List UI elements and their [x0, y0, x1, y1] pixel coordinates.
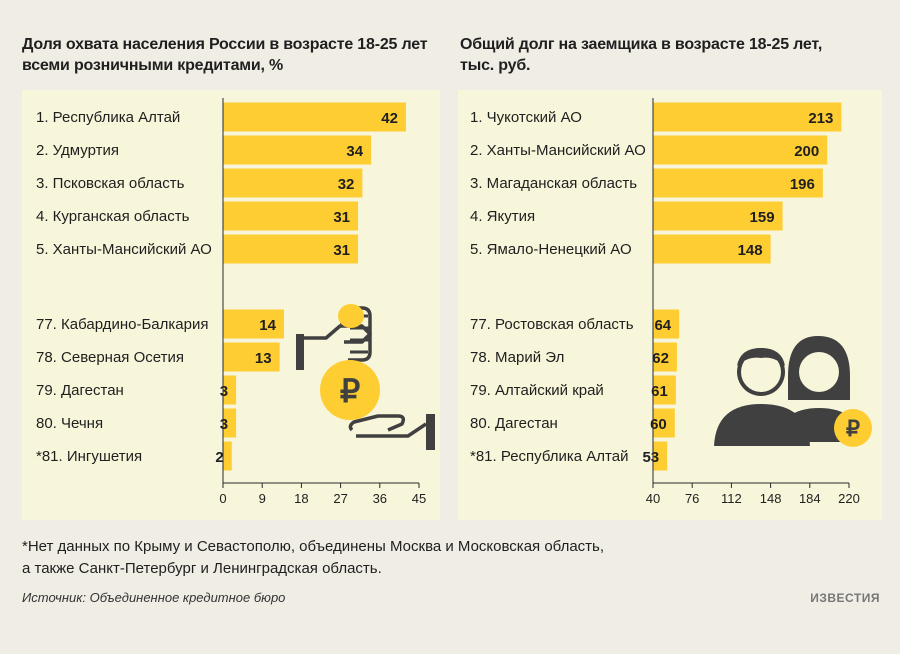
x-tick-label-5: 220: [838, 491, 860, 506]
bar-3: [223, 168, 363, 198]
bar-6: [653, 309, 680, 339]
bar-9: [653, 408, 675, 438]
bar-5: [653, 234, 771, 264]
x-tick-label-3: 27: [333, 491, 347, 506]
left-title-line-2: всеми розничными кредитами, %: [22, 57, 284, 74]
value-label-6: 14: [259, 317, 276, 334]
left-chart-title: Доля охвата населения России в возрасте …: [22, 34, 442, 76]
svg-text:₽: ₽: [340, 373, 360, 409]
bar-9: [223, 408, 237, 438]
bar-8: [653, 375, 676, 405]
category-label-10: *81. Ингушетия: [36, 448, 142, 465]
category-label-2: 2. Ханты-Мансийский АО: [470, 142, 646, 159]
x-tick-label-2: 112: [721, 491, 742, 506]
bar-6: [223, 309, 284, 339]
value-label-10: 53: [642, 449, 659, 466]
source-note: Источник: Объединенное кредитное бюро: [22, 590, 286, 605]
x-tick-label-4: 36: [373, 491, 387, 506]
category-label-3: 3. Магаданская область: [470, 175, 637, 192]
value-label-2: 34: [346, 143, 363, 160]
category-label-8: 79. Алтайский край: [470, 382, 604, 399]
value-label-3: 32: [338, 176, 355, 193]
value-label-5: 148: [738, 242, 763, 259]
x-tick-label-1: 9: [259, 491, 266, 506]
x-tick-label-0: 0: [219, 491, 226, 506]
category-label-9: 80. Чечня: [36, 415, 103, 432]
value-label-10: 2: [215, 449, 223, 466]
category-label-7: 78. Марий Эл: [470, 349, 564, 366]
footnote-line-2: а также Санкт-Петербург и Ленинградская …: [22, 560, 382, 577]
value-label-7: 13: [255, 350, 272, 367]
left-title-line-1: Доля охвата населения России в возрасте …: [22, 36, 428, 53]
category-label-4: 4. Курганская область: [36, 208, 190, 225]
footnote-line-1: *Нет данных по Крыму и Севастополю, объе…: [22, 538, 605, 555]
bar-7: [223, 342, 280, 372]
svg-text:₽: ₽: [846, 416, 860, 441]
bar-10: [223, 441, 232, 471]
x-tick-label-3: 148: [760, 491, 782, 506]
category-label-5: 5. Ханты-Мансийский АО: [36, 241, 212, 258]
right-chart-panel: ₽ 1. Чукотский АО 213 2. Ханты-Мансийский …: [458, 90, 882, 520]
left-bar-chart: ₽ 1. Республика Алтай 42 2. Удмуртия 34 3. П…: [36, 98, 435, 506]
brand-logo: ИЗВЕСТИЯ: [810, 591, 880, 605]
value-label-9: 60: [650, 416, 667, 433]
value-label-4: 31: [333, 209, 350, 226]
hand-coin-icon: ₽: [296, 304, 435, 450]
category-label-1: 1. Чукотский АО: [470, 109, 582, 126]
x-tick-label-1: 76: [685, 491, 699, 506]
category-label-7: 78. Северная Осетия: [36, 349, 184, 366]
value-label-8: 3: [220, 383, 228, 400]
value-label-1: 42: [381, 110, 398, 127]
bar-2: [223, 135, 372, 165]
young-borrowers-icon: ₽: [714, 336, 872, 447]
bars-group-0: 1. Республика Алтай 42 2. Удмуртия 34 3. Пск…: [36, 102, 406, 471]
right-title-line-2: тыс. руб.: [460, 57, 531, 74]
value-label-5: 31: [333, 242, 350, 259]
x-tick-label-2: 18: [294, 491, 308, 506]
bar-7: [653, 342, 677, 372]
right-title-line-1: Общий долг на заемщика в возрасте 18-25 …: [460, 36, 823, 53]
category-label-8: 79. Дагестан: [36, 382, 124, 399]
x-tick-label-0: 40: [646, 491, 660, 506]
bar-2: [653, 135, 828, 165]
x-tick-label-4: 184: [799, 491, 821, 506]
category-label-6: 77. Кабардино-Балкария: [36, 316, 208, 333]
right-bar-chart: ₽ 1. Чукотский АО 213 2. Ханты-Мансийский …: [470, 98, 872, 506]
bar-5: [223, 234, 359, 264]
bar-1: [653, 102, 842, 132]
bars-group-1: 1. Чукотский АО 213 2. Ханты-Мансийский АО…: [470, 102, 842, 471]
category-label-10: *81. Республика Алтай: [470, 448, 628, 465]
bar-4: [653, 201, 783, 231]
bar-1: [223, 102, 406, 132]
value-label-9: 3: [220, 416, 228, 433]
category-label-2: 2. Удмуртия: [36, 142, 119, 159]
bar-4: [223, 201, 359, 231]
value-label-7: 62: [652, 350, 669, 367]
category-label-3: 3. Псковская область: [36, 175, 185, 192]
value-label-4: 159: [750, 209, 775, 226]
value-label-1: 213: [808, 110, 833, 127]
right-chart-title: Общий долг на заемщика в возрасте 18-25 …: [460, 34, 880, 76]
bar-10: [653, 441, 668, 471]
category-label-1: 1. Республика Алтай: [36, 109, 180, 126]
value-label-3: 196: [790, 176, 815, 193]
value-label-2: 200: [794, 143, 819, 160]
category-label-4: 4. Якутия: [470, 208, 535, 225]
value-label-6: 64: [654, 317, 671, 334]
x-tick-label-5: 45: [412, 491, 426, 506]
value-label-8: 61: [651, 383, 668, 400]
category-label-6: 77. Ростовская область: [470, 316, 634, 333]
category-label-9: 80. Дагестан: [470, 415, 558, 432]
category-label-5: 5. Ямало-Ненецкий АО: [470, 241, 632, 258]
bar-8: [223, 375, 237, 405]
bar-3: [653, 168, 823, 198]
left-chart-panel: ₽ 1. Республика Алтай 42 2. Удмуртия 34 3. П…: [22, 90, 440, 520]
footnote: *Нет данных по Крыму и Севастополю, объе…: [22, 536, 822, 580]
